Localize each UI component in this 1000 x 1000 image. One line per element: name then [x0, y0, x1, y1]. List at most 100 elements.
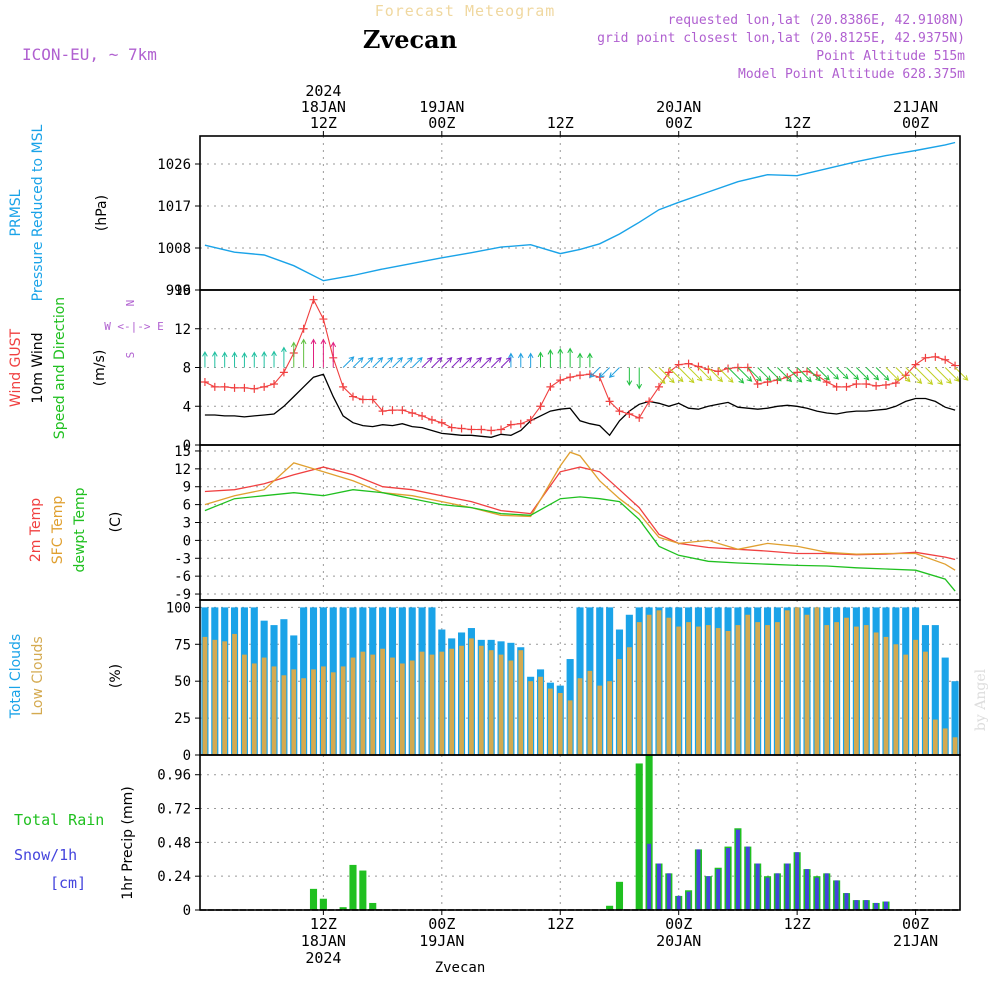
low-cloud-bar [261, 657, 267, 755]
gust-marker [862, 379, 871, 388]
precip-frame [199, 754, 961, 911]
wind-direction-arrow [608, 367, 620, 379]
low-cloud-bar [676, 626, 682, 755]
gust-marker [240, 383, 249, 392]
low-cloud-bar [251, 663, 257, 755]
wind-direction-arrow [202, 350, 208, 368]
low-cloud-bar [755, 622, 761, 755]
snow-bar [775, 873, 780, 910]
wind-direction-arrow [925, 367, 943, 386]
top-time-label: 2024 [305, 82, 341, 100]
low-cloud-bar [291, 669, 297, 755]
wind-direction-arrow [626, 367, 633, 387]
wind-direction-arrow [557, 347, 564, 368]
top-time-label: 20JAN [656, 98, 701, 116]
gust-marker [743, 363, 752, 372]
compass-west-east: W <-|-> E [104, 320, 164, 333]
model-label: ICON-EU, ~ 7km [22, 45, 157, 64]
point-altitude: Point Altitude 515m [816, 49, 965, 64]
wind-direction-arrow [727, 367, 745, 384]
temperature-ytick-label: -3 [174, 551, 191, 567]
low-cloud-bar [301, 678, 307, 755]
wind-direction-arrow [954, 367, 969, 381]
gust-marker [427, 415, 436, 424]
wind-ytick-label: 12 [174, 322, 191, 338]
temperature-panel: -9 -6 -3 03 6 9 12 15 [174, 444, 960, 603]
wind-direction-arrow [895, 367, 911, 383]
gust-marker [842, 382, 851, 391]
credit-watermark: by Angel [973, 668, 989, 731]
precip-ytick-label: 0.72 [157, 802, 191, 818]
low-cloud-bar [607, 681, 612, 755]
top-time-label: 00Z [428, 114, 455, 132]
temperature-ylabel-line: dewpt Temp [72, 487, 88, 572]
rain-bar [615, 881, 624, 910]
wind-direction-arrow [221, 351, 228, 368]
low-cloud-bar [656, 610, 662, 755]
wind-direction-arrow [648, 367, 666, 384]
wind-direction-arrow [806, 367, 822, 382]
snow-bar [656, 863, 661, 910]
low-cloud-bar [409, 660, 415, 755]
low-cloud-bar [429, 654, 435, 755]
low-cloud-bar [853, 626, 859, 755]
wind-ytick-label: 0 [183, 438, 191, 454]
pressure-frame [199, 135, 961, 291]
low-cloud-bar [469, 638, 474, 755]
low-cloud-bar [784, 610, 790, 755]
gust-marker [210, 382, 219, 391]
snow-bar [666, 873, 671, 910]
low-cloud-bar [380, 648, 385, 755]
gust-marker [299, 324, 308, 333]
gust-marker [753, 379, 762, 388]
gust-marker [398, 406, 407, 415]
total-cloud-bar [596, 607, 604, 755]
temp-line-2 [204, 489, 956, 592]
clouds-ytick-label: 75 [174, 637, 191, 653]
low-cloud-bar [271, 666, 277, 755]
low-cloud-bar [775, 622, 780, 755]
snow-bar [696, 849, 701, 910]
gust-marker [615, 407, 624, 416]
top-time-label: 21JAN [893, 98, 938, 116]
wind-direction-arrow [261, 350, 267, 368]
bottom-time-label: 20JAN [656, 932, 701, 950]
wind-direction-arrow [934, 367, 952, 384]
wind-direction-arrow [737, 367, 753, 382]
wind-ylabel: Wind GUST 10m Wind Speed and Direction [8, 297, 68, 439]
low-cloud-bar [824, 625, 830, 755]
low-cloud-bar [222, 641, 228, 755]
bottom-time-label: 2024 [305, 949, 341, 967]
gust-marker [694, 362, 703, 371]
pressure-line [204, 141, 956, 282]
low-cloud-bar [883, 636, 889, 755]
wind-direction-arrow [281, 346, 287, 368]
wind-direction-arrow [905, 367, 923, 384]
gust-marker [339, 382, 348, 391]
gust-marker [408, 409, 417, 418]
gust-marker [309, 295, 318, 304]
snow-bar [795, 852, 800, 910]
precip-ytick-label: 0 [183, 903, 191, 919]
total-cloud-bar [941, 657, 949, 755]
gust-marker [645, 397, 654, 406]
snow-bar [824, 873, 829, 910]
rain-bar [319, 898, 327, 910]
wind-direction-arrow [786, 367, 803, 383]
pressure-ytick-label: 1017 [157, 199, 191, 215]
low-cloud-bar [508, 660, 514, 755]
wind-direction-arrow [251, 351, 258, 368]
wind-direction-arrow [517, 352, 524, 368]
low-cloud-bar [735, 625, 741, 755]
low-cloud-bar [626, 647, 632, 755]
gust-marker [704, 365, 713, 374]
wind-direction-arrow [320, 338, 327, 368]
clouds-ytick-label: 100 [166, 600, 191, 616]
wind-direction-arrow [362, 356, 374, 368]
wind-direction-arrow [688, 367, 703, 382]
gust-marker [684, 359, 693, 368]
low-cloud-bar [459, 645, 464, 755]
snow-bar [716, 869, 721, 910]
wind-ytick-label: 8 [183, 361, 191, 377]
gust-marker [418, 411, 427, 420]
